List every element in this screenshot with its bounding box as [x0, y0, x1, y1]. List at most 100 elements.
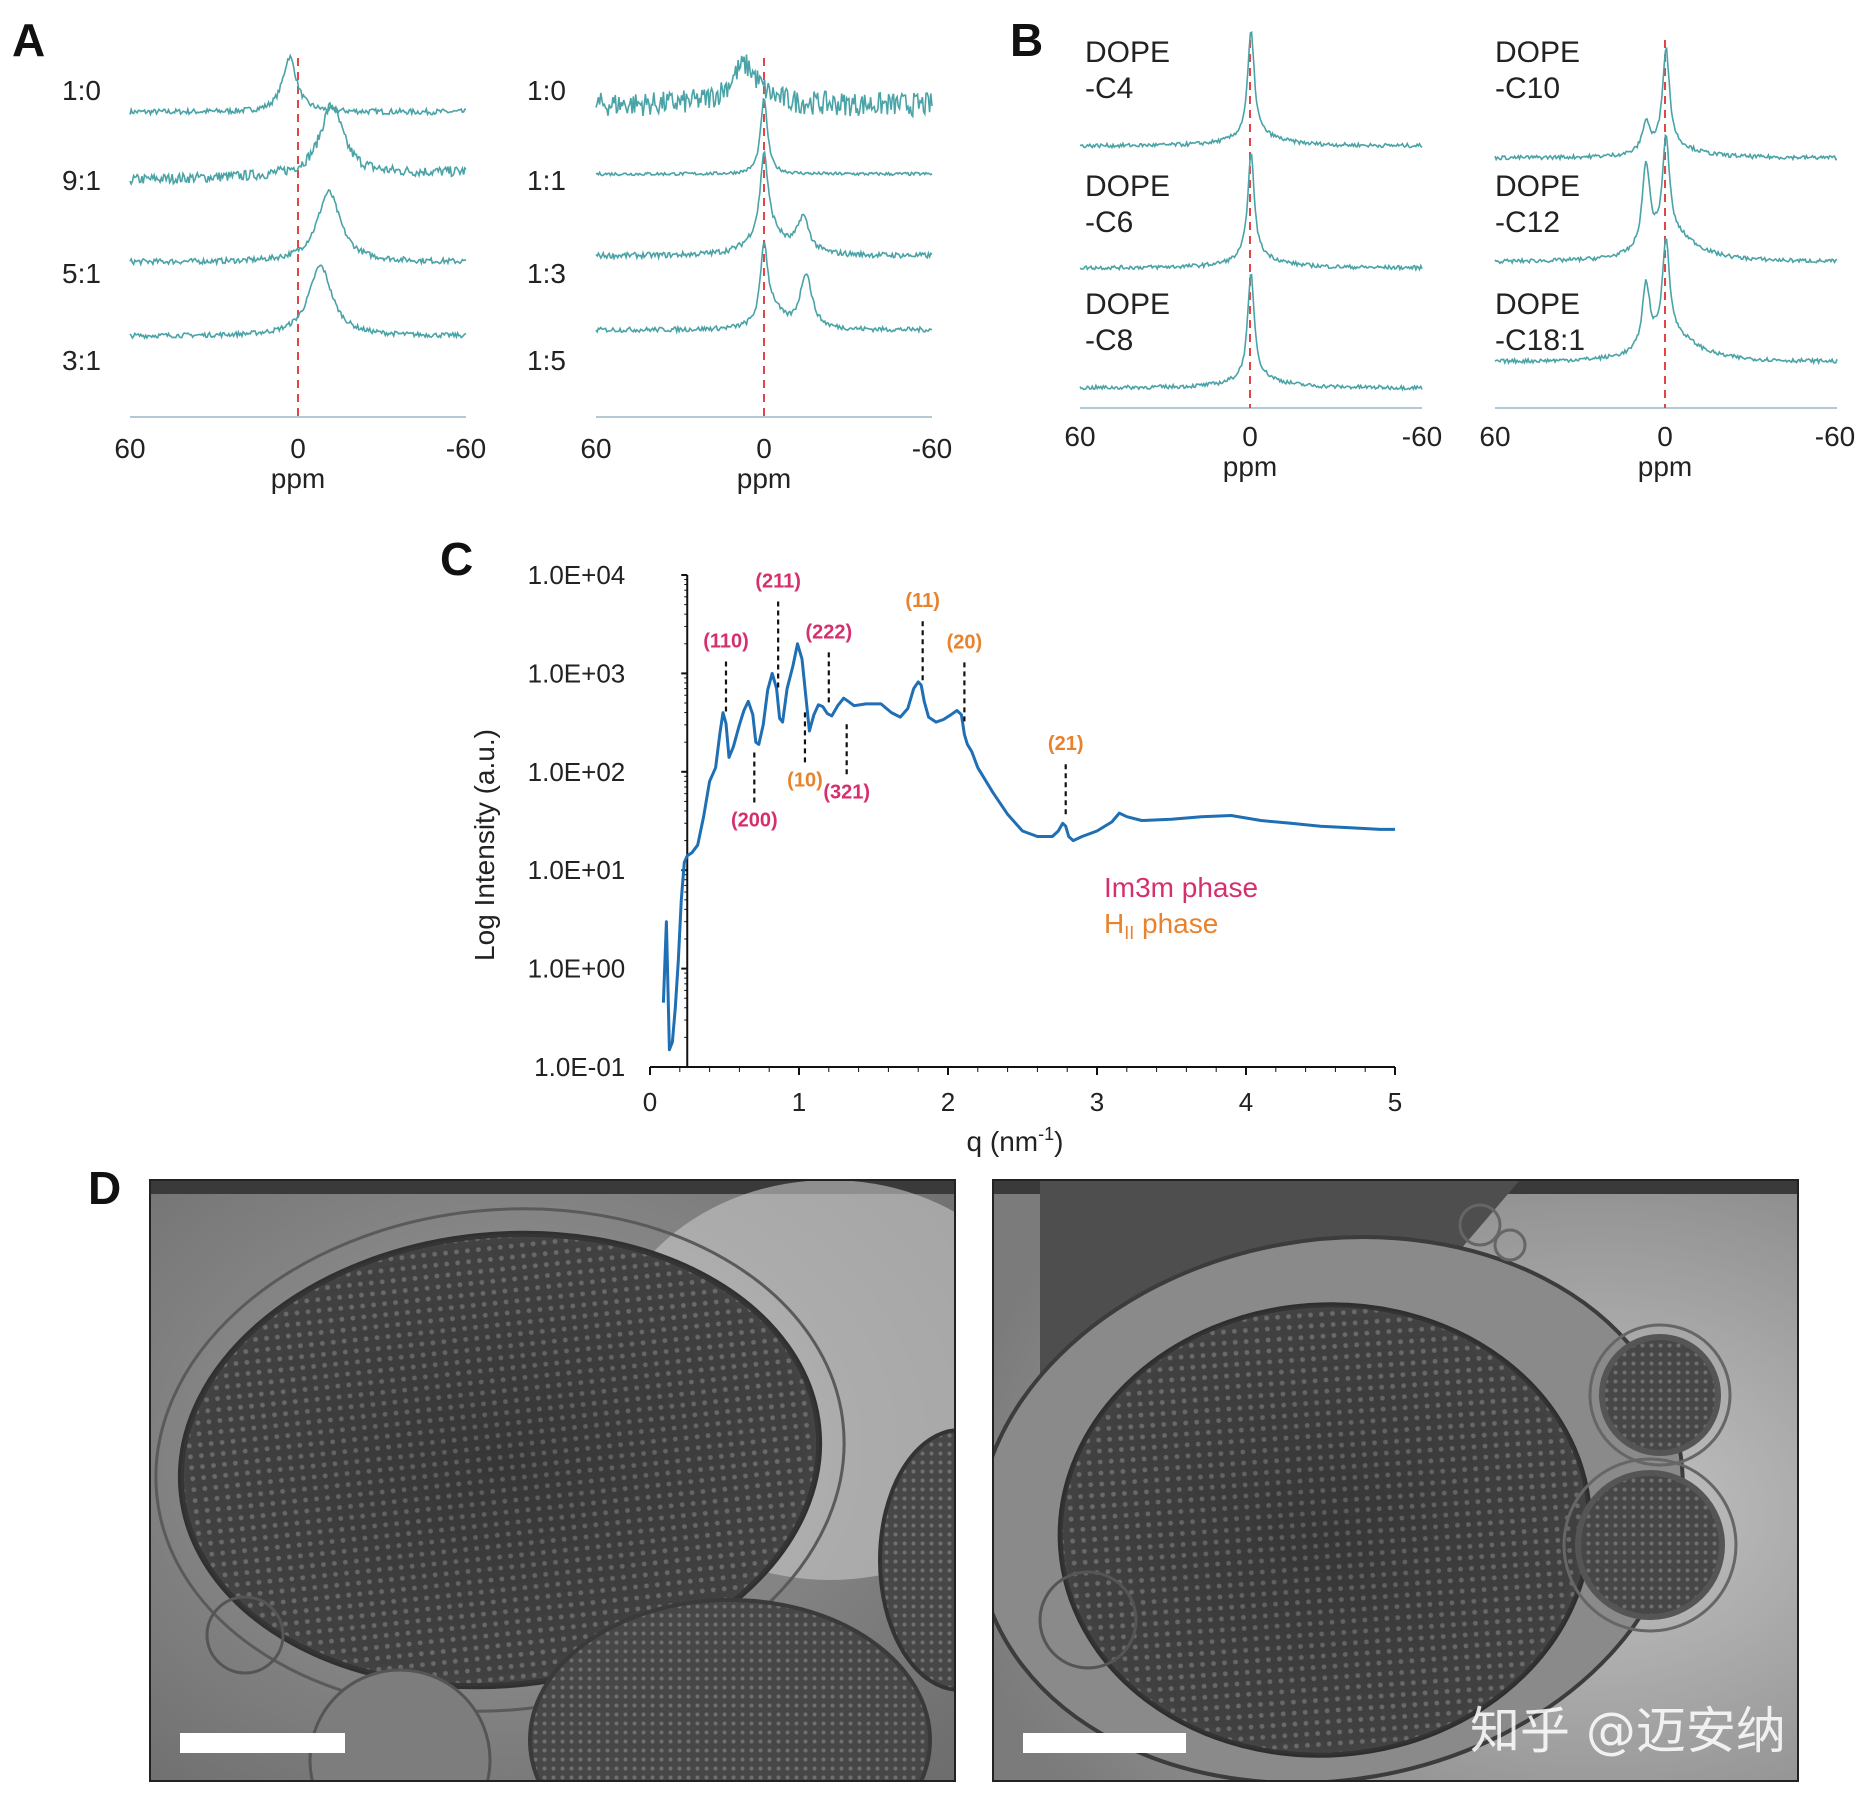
y-tick-label: 1.0E-01 — [534, 1052, 625, 1082]
nmr-spectrum — [129, 101, 467, 187]
panel-a: A 1:0 9:1 5:1 3:1 60 0 -60 ppm 1:0 1:1 1… — [12, 14, 952, 494]
vesicle — [205, 1595, 285, 1675]
tick-label: 60 — [1479, 421, 1510, 452]
sample-name: DOPE — [1085, 170, 1170, 203]
tick-label: 0 — [756, 433, 772, 464]
tick-label: 60 — [580, 433, 611, 464]
tick-label: -60 — [1815, 421, 1855, 452]
x-axis-label: ppm — [1638, 451, 1692, 482]
panel-a-right-spectra: 1:0 1:1 1:3 1:5 60 0 -60 ppm — [527, 54, 952, 494]
x-axis-label: q (nm-1) — [967, 1124, 1064, 1157]
x-tick-label: 0 — [643, 1087, 657, 1117]
y-tick-label: 1.0E+02 — [528, 757, 626, 787]
y-tick-label: 1.0E+04 — [528, 560, 626, 590]
peak-label: (11) — [905, 590, 939, 612]
y-axis-label: Log Intensity (a.u.) — [469, 729, 500, 961]
panel-b-label: B — [1010, 14, 1043, 66]
peak-label: (222) — [805, 621, 852, 643]
x-tick-label: 3 — [1090, 1087, 1104, 1117]
nmr-spectrum — [129, 264, 467, 340]
tick-label: -60 — [446, 433, 486, 464]
ratio-label: 1:5 — [527, 345, 566, 376]
saxs-curve — [661, 642, 1395, 1052]
sample-name: -C10 — [1495, 72, 1560, 105]
tick-label: 0 — [1242, 421, 1258, 452]
tick-label: 60 — [114, 433, 145, 464]
nmr-spectrum — [1079, 30, 1423, 150]
micrograph-right: 知乎 @迈安纳 — [992, 1179, 1799, 1782]
panel-c-saxs-chart: C Log Intensity (a.u.) q (nm-1) 1.0E-011… — [440, 533, 1402, 1157]
nmr-spectrum — [595, 97, 933, 178]
x-axis-label: ppm — [271, 463, 325, 494]
nmr-spectrum — [1079, 273, 1423, 392]
nmr-spectrum — [1494, 47, 1838, 162]
x-axis-label: ppm — [1223, 451, 1277, 482]
scale-bar — [1023, 1733, 1186, 1753]
y-tick-label: 1.0E+03 — [528, 658, 626, 688]
sample-name: DOPE — [1085, 288, 1170, 321]
tick-label: 0 — [1657, 421, 1673, 452]
sample-name: -C4 — [1085, 72, 1133, 105]
legend-hii: HII phase — [1104, 908, 1218, 943]
panel-a-label: A — [12, 14, 45, 66]
ratio-label: 5:1 — [62, 258, 101, 289]
nmr-spectrum — [595, 241, 933, 335]
tick-label: -60 — [1402, 421, 1442, 452]
tick-label: 60 — [1064, 421, 1095, 452]
ratio-label: 1:0 — [62, 75, 101, 106]
ratio-label: 1:0 — [527, 75, 566, 106]
sample-name: DOPE — [1495, 288, 1580, 321]
panel-d-label: D — [88, 1162, 121, 1214]
chart-marks: (110) (200) (211) (222) (321)(10) (11) (20) (21… — [661, 570, 1395, 1052]
x-axis-label: ppm — [737, 463, 791, 494]
tick-label: -60 — [912, 433, 952, 464]
x-tick-label: 5 — [1388, 1087, 1402, 1117]
x-tick-label: 2 — [941, 1087, 955, 1117]
panel-d-cryo-em: D — [88, 1162, 1799, 1782]
sample-name: -C12 — [1495, 206, 1560, 239]
watermark: 知乎 @迈安纳 — [1470, 1702, 1786, 1760]
peak-label: (21) — [1048, 733, 1084, 755]
nmr-spectrum — [595, 54, 933, 119]
peak-label: (20) — [947, 631, 983, 653]
peak-label: (10) — [787, 769, 823, 791]
peak-label: (211) — [755, 570, 801, 592]
panel-b-left-spectra: DOPE -C4 DOPE -C6 DOPE -C8 60 0 -60 ppm — [1064, 30, 1442, 482]
cubosome-particle — [528, 1598, 932, 1781]
legend-im3m: Im3m phase — [1104, 872, 1258, 903]
ratio-label: 3:1 — [62, 345, 101, 376]
sample-name: DOPE — [1495, 36, 1580, 69]
vesicle — [1599, 1334, 1721, 1456]
y-tick-label: 1.0E+00 — [528, 954, 626, 984]
chart-axes: 1.0E-01 1.0E+00 1.0E+01 1.0E+02 1.0E+03 1.0E+… — [528, 560, 1403, 1117]
x-tick-label: 1 — [792, 1087, 806, 1117]
sample-name: -C8 — [1085, 324, 1133, 357]
vesicle — [1575, 1470, 1725, 1620]
nmr-spectrum — [1494, 237, 1838, 366]
panel-b: B DOPE -C4 DOPE -C6 DOPE -C8 60 0 -60 pp… — [1010, 14, 1855, 482]
ratio-label: 9:1 — [62, 165, 101, 196]
panel-c-label: C — [440, 533, 473, 585]
sample-name: -C18:1 — [1495, 324, 1585, 357]
panel-b-right-spectra: DOPE -C10 DOPE -C12 DOPE -C18:1 60 0 -60… — [1479, 36, 1855, 482]
sample-name: -C6 — [1085, 206, 1133, 239]
ratio-label: 1:1 — [527, 165, 566, 196]
peak-label: (110) — [703, 630, 749, 652]
nmr-spectrum — [595, 150, 933, 261]
ratio-label: 1:3 — [527, 258, 566, 289]
scale-bar — [180, 1733, 345, 1753]
panel-a-left-spectra: 1:0 9:1 5:1 3:1 60 0 -60 ppm — [62, 53, 486, 494]
nmr-spectrum — [1494, 133, 1838, 265]
peak-label: (200) — [731, 809, 778, 831]
tick-label: 0 — [290, 433, 306, 464]
nmr-spectrum — [129, 53, 467, 117]
sample-name: DOPE — [1085, 36, 1170, 69]
peak-label: (321) — [823, 781, 870, 803]
chart-legend: Im3m phase HII phase — [1104, 872, 1258, 943]
nmr-spectrum — [129, 188, 467, 267]
sample-name: DOPE — [1495, 170, 1580, 203]
nmr-spectrum — [1079, 153, 1423, 272]
x-tick-label: 4 — [1239, 1087, 1253, 1117]
y-tick-label: 1.0E+01 — [528, 855, 626, 885]
